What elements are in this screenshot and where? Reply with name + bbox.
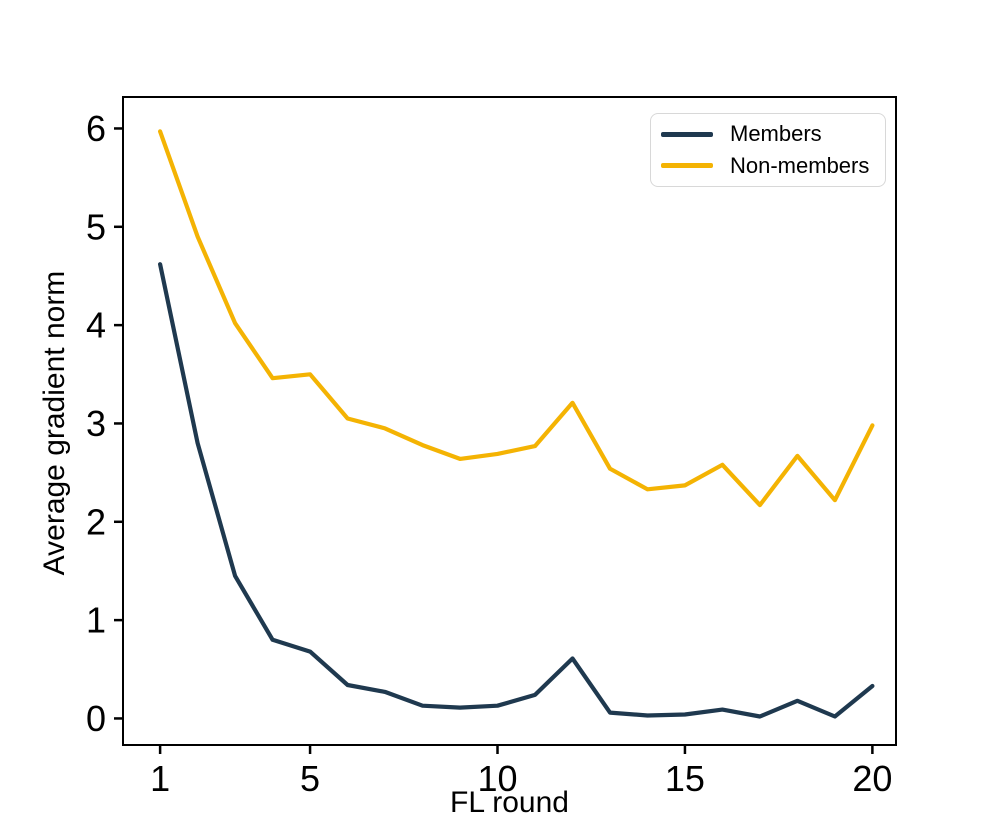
legend-label-members: Members	[730, 121, 822, 147]
y-tick-label: 4	[86, 305, 106, 346]
members-line-swatch	[661, 132, 713, 137]
y-tick-label: 1	[86, 600, 106, 641]
y-tick-label: 3	[86, 403, 106, 444]
y-axis-label: Average gradient norm	[38, 270, 71, 576]
x-tick-label: 20	[852, 758, 892, 799]
y-tick-label: 0	[86, 698, 106, 739]
legend-item-non-members: Non-members	[651, 153, 885, 179]
x-tick-label: 5	[300, 758, 320, 799]
y-tick-label: 2	[86, 501, 106, 542]
non-members-line	[158, 129, 875, 508]
non-members-line-swatch	[661, 163, 713, 168]
x-tick-label: 10	[477, 758, 517, 799]
x-tick-label: 1	[150, 758, 170, 799]
legend: Members Non-members	[650, 113, 886, 187]
legend-label-non-members: Non-members	[730, 152, 870, 178]
y-tick-label: 6	[86, 108, 106, 149]
x-axis-label: FL round	[450, 786, 569, 819]
members-line	[158, 262, 875, 719]
legend-item-members: Members	[651, 121, 885, 147]
x-tick-label: 15	[665, 758, 705, 799]
plot-border	[122, 96, 897, 746]
y-tick-label: 5	[86, 206, 106, 247]
